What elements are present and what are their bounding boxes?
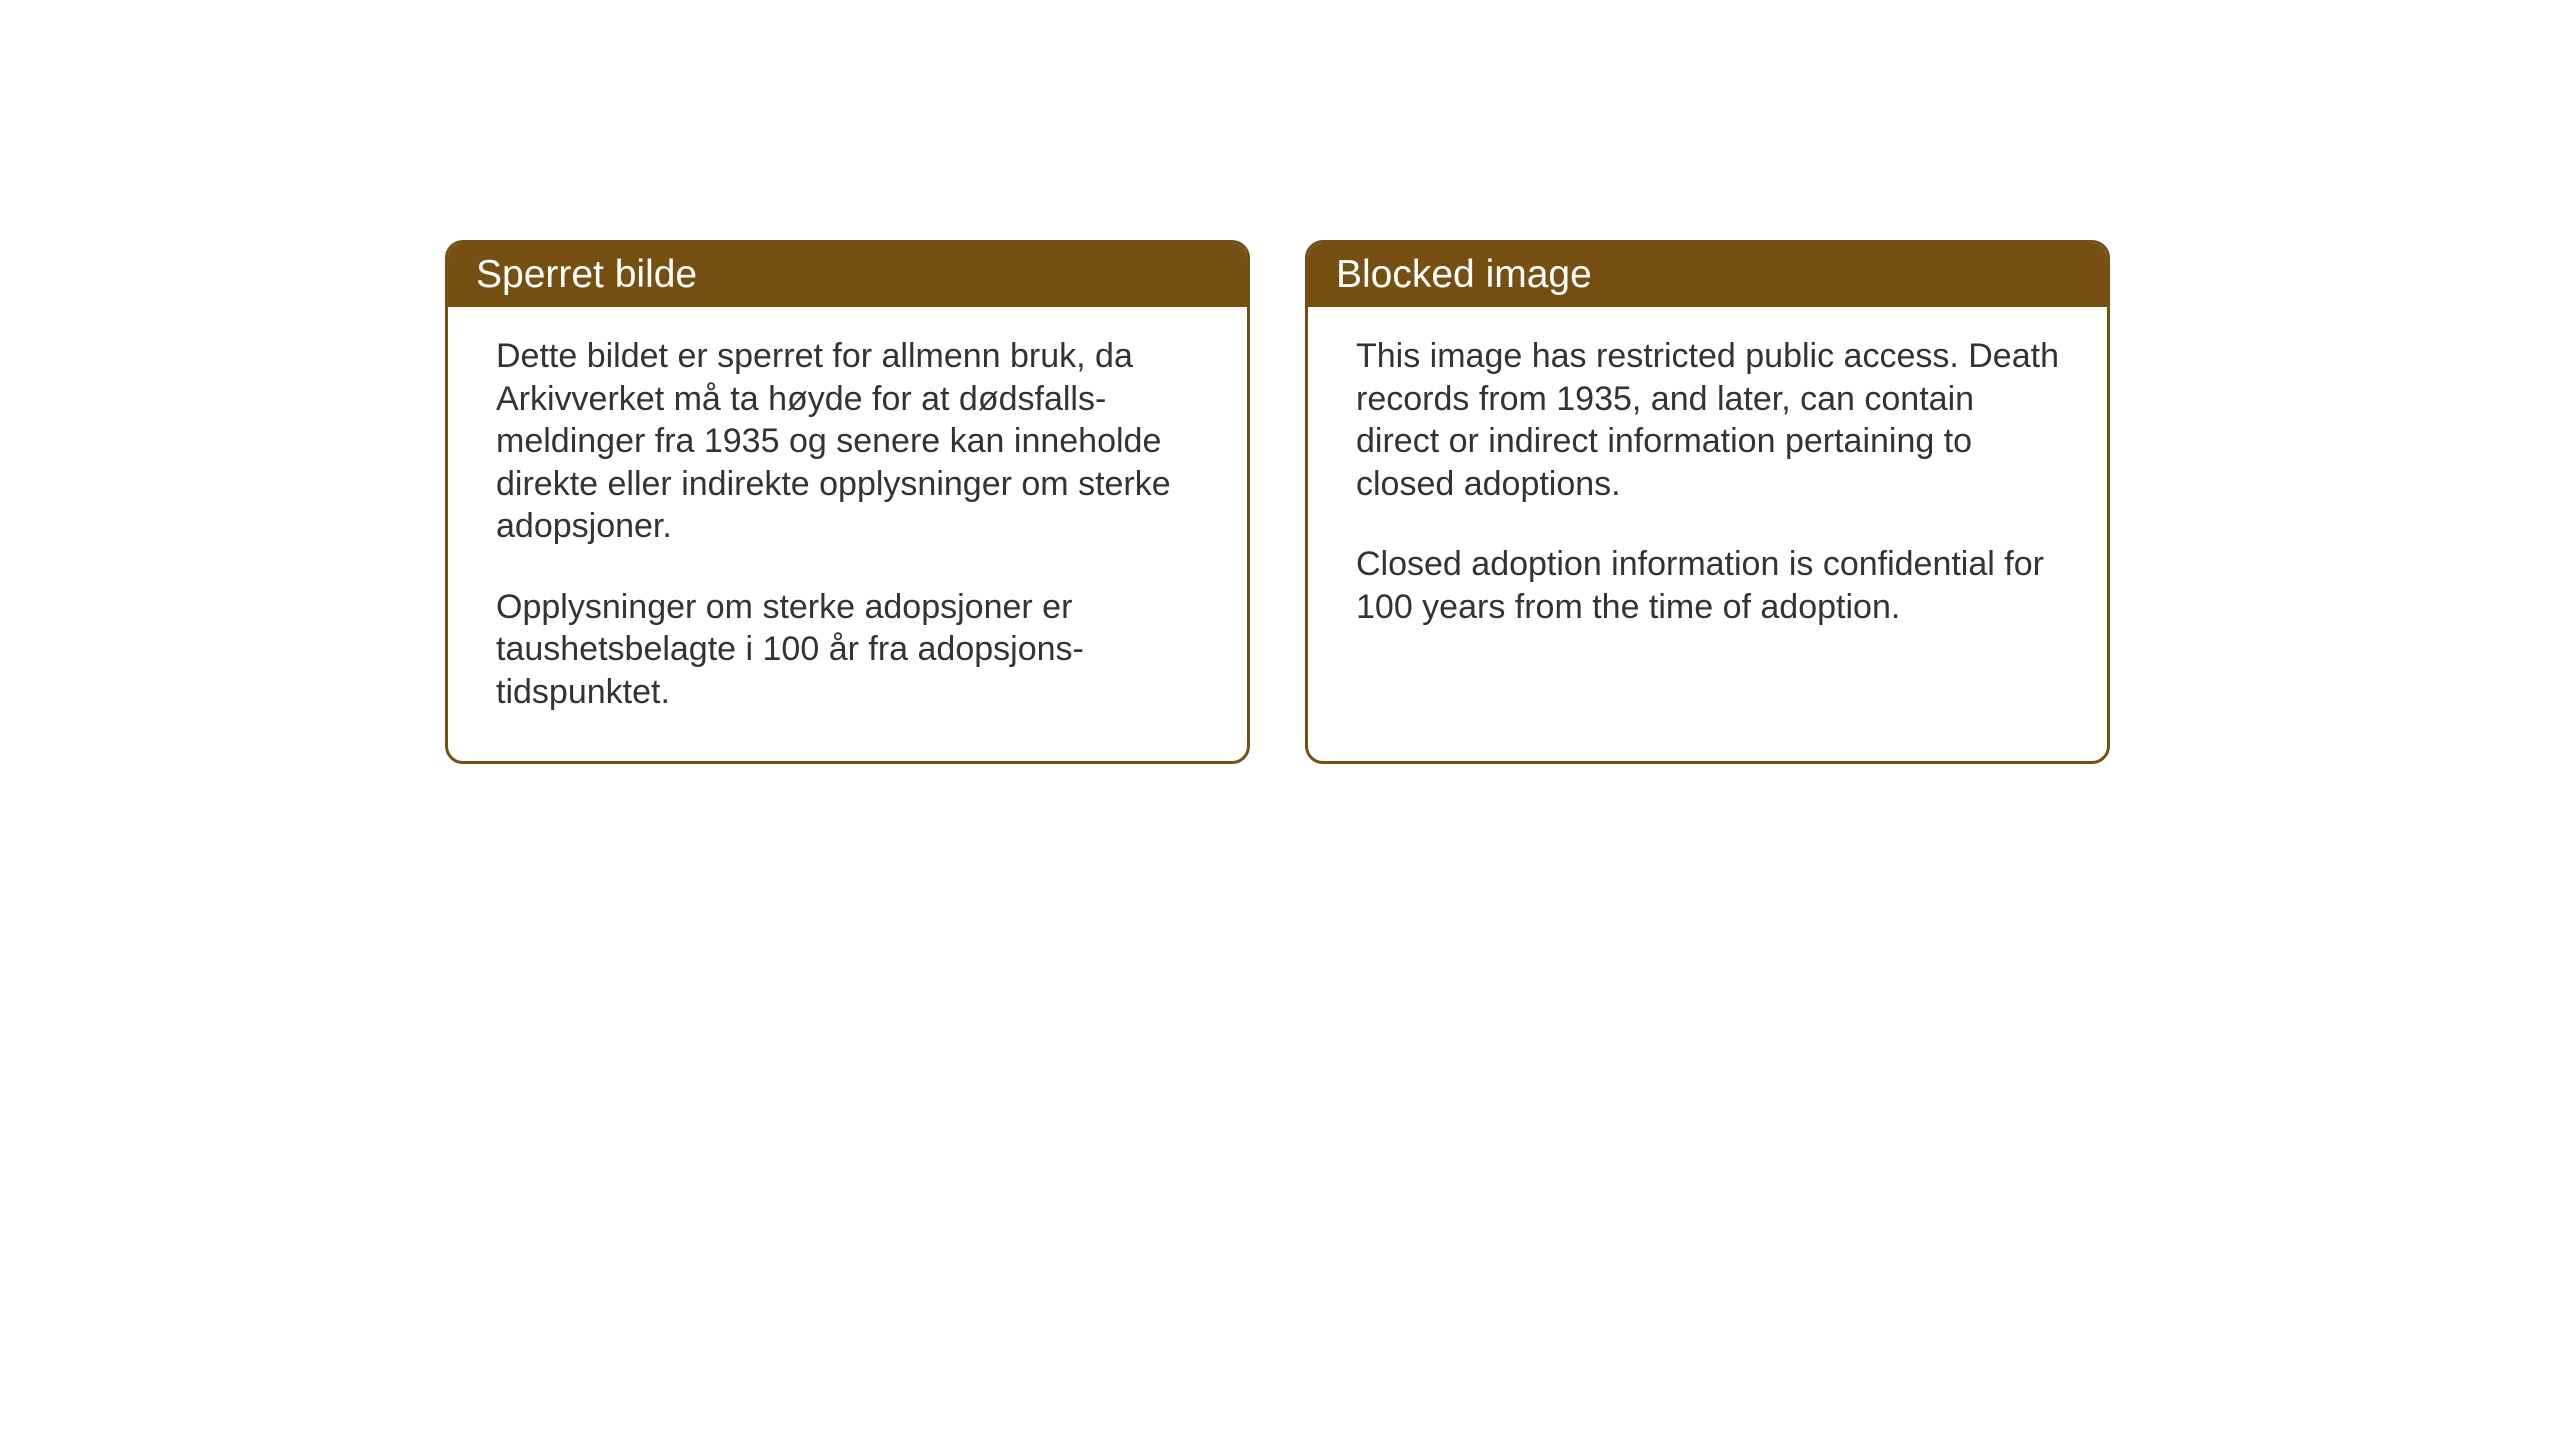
english-notice-box: Blocked image This image has restricted …	[1305, 240, 2110, 764]
english-paragraph-1: This image has restricted public access.…	[1356, 335, 2059, 505]
norwegian-notice-body: Dette bildet er sperret for allmenn bruk…	[448, 307, 1247, 761]
english-notice-title: Blocked image	[1308, 243, 2107, 307]
norwegian-notice-box: Sperret bilde Dette bildet er sperret fo…	[445, 240, 1250, 764]
norwegian-paragraph-2: Opplysninger om sterke adopsjoner er tau…	[496, 586, 1199, 714]
english-paragraph-2: Closed adoption information is confident…	[1356, 543, 2059, 628]
english-notice-body: This image has restricted public access.…	[1308, 307, 2107, 676]
norwegian-paragraph-1: Dette bildet er sperret for allmenn bruk…	[496, 335, 1199, 548]
notice-container: Sperret bilde Dette bildet er sperret fo…	[445, 240, 2110, 764]
norwegian-notice-title: Sperret bilde	[448, 243, 1247, 307]
